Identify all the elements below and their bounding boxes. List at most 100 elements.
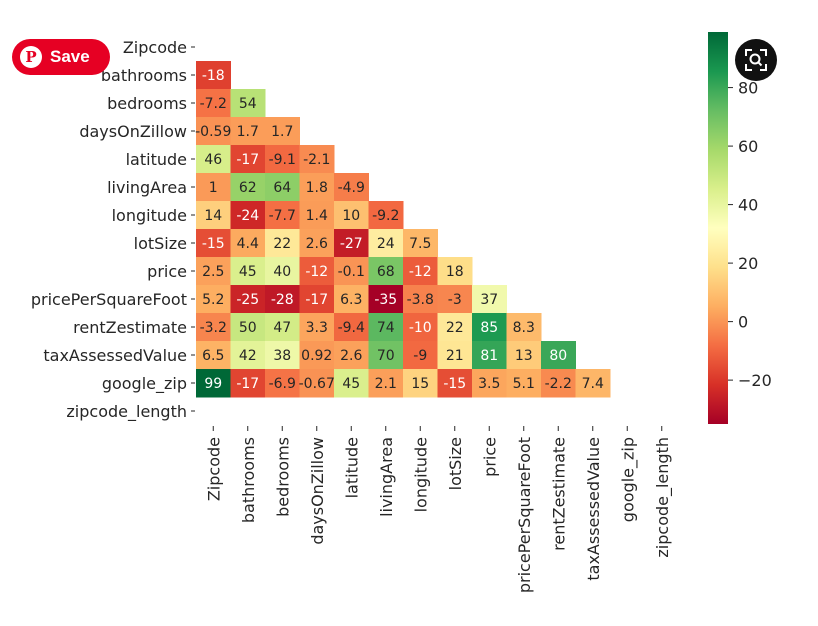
cell-value-label: 70 — [377, 348, 395, 364]
cell-value-label: -3.8 — [407, 292, 434, 308]
y-tick-label: livingArea — [107, 178, 187, 197]
heatmap-cell — [230, 257, 266, 286]
heatmap-cell — [230, 145, 266, 174]
cell-value-label: 3.5 — [478, 376, 500, 392]
cell-value-label: -3 — [448, 292, 462, 308]
cell-value-label: -9.1 — [269, 152, 296, 168]
cell-value-label: 40 — [273, 264, 291, 280]
cell-value-label: -27 — [340, 236, 363, 252]
cell-value-label: 50 — [239, 320, 257, 336]
heatmap-cell — [230, 117, 266, 146]
heatmap-cell — [368, 285, 404, 314]
heatmap-cell — [368, 257, 404, 286]
y-tick-label: taxAssessedValue — [43, 346, 187, 365]
cell-value-label: -0.1 — [338, 264, 365, 280]
heatmap-cell — [334, 285, 369, 314]
pinterest-save-button[interactable]: P Save — [12, 39, 110, 75]
cell-value-label: 2.6 — [340, 348, 362, 364]
heatmap-cell — [334, 341, 369, 370]
colorbar-tick-label: 20 — [738, 254, 758, 273]
cell-value-label: -7.7 — [269, 208, 296, 224]
colorbar: 80 60 40 20 0 −20 — [708, 32, 772, 424]
cell-value-label: 62 — [239, 180, 257, 196]
cell-value-label: 4.4 — [237, 236, 259, 252]
heatmap-cell — [230, 201, 266, 230]
heatmap-cell — [299, 285, 335, 314]
x-tick-label: bathrooms — [239, 437, 258, 523]
cell-value-label: 18 — [446, 264, 464, 280]
cell-value-label: -25 — [236, 292, 259, 308]
y-tick-label: lotSize — [134, 234, 187, 253]
heatmap-cell — [437, 285, 473, 314]
cell-value-label: 1.8 — [306, 180, 328, 196]
heatmap-cell — [334, 229, 369, 258]
x-tick-label: latitude — [342, 437, 361, 498]
x-tick-label: price — [480, 437, 499, 477]
x-tick-label: livingArea — [377, 437, 396, 517]
heatmap-cell — [230, 89, 266, 118]
cell-value-label: -0.59 — [195, 124, 231, 140]
cell-value-label: 6.5 — [202, 348, 224, 364]
x-tick-label: taxAssessedValue — [584, 437, 603, 581]
cell-value-label: -15 — [443, 376, 466, 392]
heatmap-cell — [334, 313, 369, 342]
cell-value-label: 5.1 — [513, 376, 535, 392]
heatmap-cell — [230, 173, 266, 202]
x-tick-label: rentZestimate — [549, 437, 568, 551]
cell-value-label: 6.3 — [340, 292, 362, 308]
cell-value-label: 22 — [273, 236, 291, 252]
cell-value-label: 45 — [342, 376, 360, 392]
heatmap-cell — [265, 341, 300, 370]
cell-value-label: 1.7 — [237, 124, 259, 140]
cell-value-label: -12 — [305, 264, 328, 280]
cell-value-label: -15 — [202, 236, 225, 252]
cell-value-label: 2.1 — [375, 376, 397, 392]
heatmap-cell — [196, 117, 231, 146]
heatmap-cell — [403, 313, 438, 342]
heatmap-cell — [299, 229, 335, 258]
cell-value-label: -17 — [236, 152, 259, 168]
pinterest-icon: P — [20, 46, 42, 68]
cell-value-label: 38 — [273, 348, 291, 364]
heatmap-cell — [437, 313, 473, 342]
cell-value-label: 7.4 — [582, 376, 604, 392]
y-tick-label: bathrooms — [101, 66, 187, 85]
heatmap-cell — [368, 229, 404, 258]
y-axis-labels: Zipcode bathrooms bedrooms daysOnZillow lati… — [31, 38, 195, 422]
visual-search-button[interactable] — [735, 39, 777, 81]
heatmap-cell — [230, 285, 266, 314]
cell-value-label: 15 — [411, 376, 429, 392]
heatmap-cell — [368, 341, 404, 370]
cell-value-label: -2.2 — [545, 376, 572, 392]
cell-value-label: 7.5 — [409, 236, 431, 252]
cell-value-label: 13 — [515, 348, 533, 364]
heatmap-cell — [196, 201, 231, 230]
cell-value-label: -17 — [305, 292, 328, 308]
cell-value-label: -35 — [374, 292, 397, 308]
heatmap-cell — [299, 201, 335, 230]
colorbar-gradient — [708, 32, 728, 424]
cell-value-label: 1.7 — [271, 124, 293, 140]
cell-value-label: 64 — [273, 180, 291, 196]
cell-value-label: -28 — [271, 292, 294, 308]
colorbar-tick-label: −20 — [738, 371, 772, 390]
cell-value-label: -2.1 — [303, 152, 330, 168]
cell-value-label: 2.5 — [202, 264, 224, 280]
heatmap-cell — [265, 369, 300, 398]
y-tick-label: Zipcode — [123, 38, 187, 57]
y-tick-label: google_zip — [102, 374, 187, 394]
heatmap-cell — [299, 369, 335, 398]
cell-value-label: 45 — [239, 264, 257, 280]
x-tick-label: pricePerSquareFoot — [515, 437, 534, 593]
colorbar-tick-label: 80 — [738, 79, 758, 98]
heatmap-cell — [230, 341, 266, 370]
cell-value-label: 1.4 — [306, 208, 328, 224]
heatmap-cell — [196, 313, 231, 342]
colorbar-tick-label: 60 — [738, 137, 758, 156]
heatmap-cell — [265, 257, 300, 286]
heatmap-cell — [437, 341, 473, 370]
cell-value-label: 22 — [446, 320, 464, 336]
cell-value-label: 5.2 — [202, 292, 224, 308]
cell-value-label: 0.92 — [301, 348, 332, 364]
cell-value-label: 24 — [377, 236, 395, 252]
